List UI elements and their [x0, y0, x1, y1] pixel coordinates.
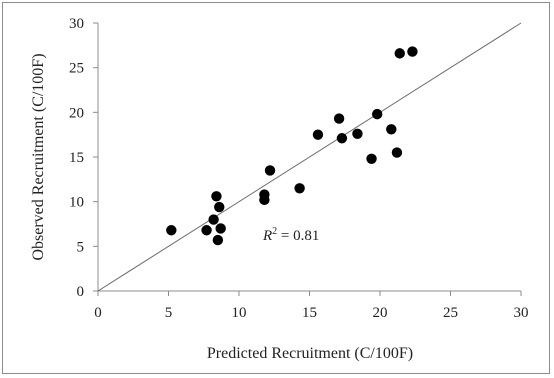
- x-tick-label: 0: [94, 305, 102, 321]
- y-tick-label: 15: [69, 150, 84, 166]
- data-point: [336, 133, 348, 144]
- r-squared-symbol: R: [262, 228, 272, 244]
- one-to-one-line: [97, 22, 522, 292]
- data-point: [208, 214, 219, 225]
- data-point: [294, 183, 305, 194]
- x-tick-label: 10: [232, 305, 247, 321]
- data-point: [352, 128, 363, 139]
- r-squared-superscript: 2: [272, 226, 277, 237]
- chart-frame: [2, 2, 550, 374]
- data-point: [333, 113, 345, 124]
- y-tick-label: 10: [69, 195, 84, 211]
- data-point: [212, 234, 224, 246]
- data-point: [371, 108, 383, 120]
- data-point: [264, 165, 276, 176]
- data-point: [201, 225, 212, 236]
- y-tick-label: 5: [77, 239, 85, 255]
- y-tick-label: 25: [69, 61, 84, 77]
- x-tick-label: 30: [514, 305, 529, 321]
- data-point: [312, 129, 324, 140]
- x-tick-label: 5: [165, 305, 173, 321]
- data-point: [259, 189, 270, 200]
- x-tick-label: 20: [373, 305, 388, 321]
- y-axis-title: Observed Recruitment (C/100F): [30, 53, 47, 260]
- data-points: [166, 46, 418, 246]
- r-squared-value: = 0.81: [277, 228, 319, 244]
- data-point: [386, 124, 397, 135]
- data-point: [211, 191, 222, 202]
- data-point: [407, 46, 418, 57]
- y-tick-label: 30: [69, 16, 84, 32]
- data-point: [214, 201, 225, 213]
- x-tick-label: 15: [302, 305, 317, 321]
- data-point: [394, 48, 405, 59]
- data-point: [166, 225, 177, 236]
- y-tick-label: 20: [69, 105, 84, 121]
- x-tick-label: 25: [443, 305, 458, 321]
- x-axis-title: Predicted Recruitment (C/100F): [207, 345, 413, 362]
- y-tick-label: 0: [77, 284, 85, 300]
- data-point: [215, 223, 226, 234]
- data-point: [391, 147, 403, 158]
- ticks: 0 5 10 15 20 25 30 0 5 10 15 20 25 30: [69, 16, 529, 321]
- data-point: [366, 153, 377, 164]
- r-squared-annotation: R2 = 0.81: [262, 226, 319, 244]
